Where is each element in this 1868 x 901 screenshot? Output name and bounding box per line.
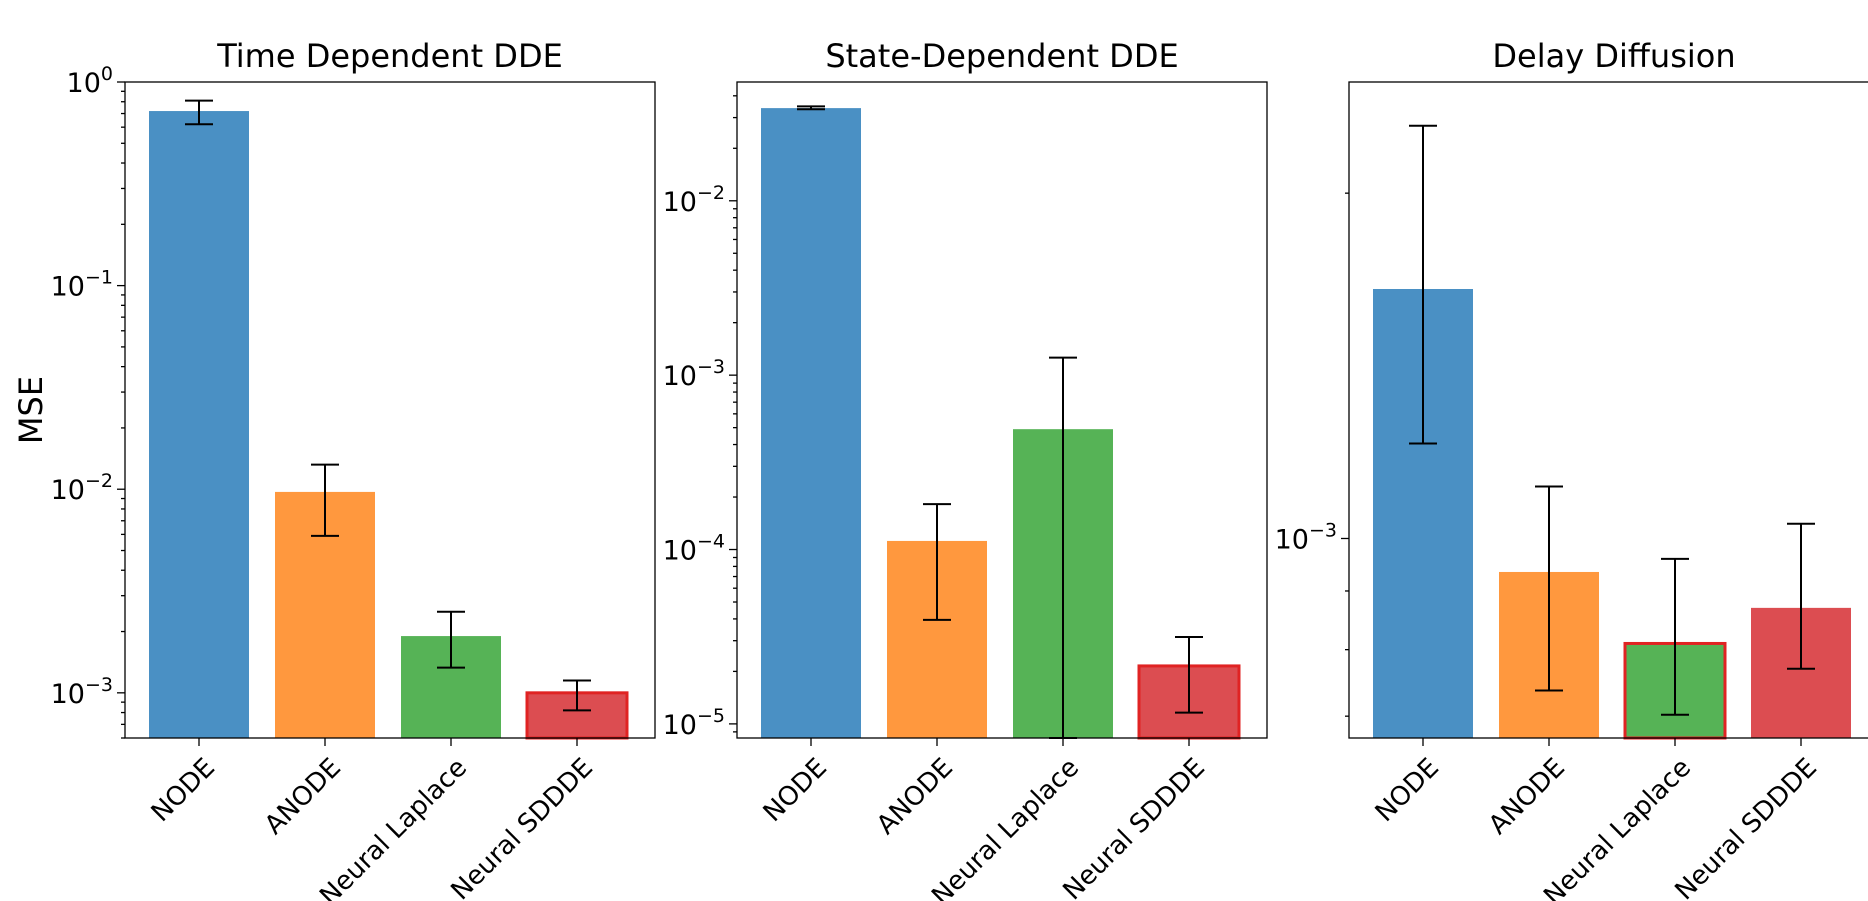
x-tick-label: NODE (146, 753, 221, 828)
plot-frame (736, 81, 1268, 739)
y-tick-label: 10−3 (663, 356, 725, 392)
bar-node (761, 108, 861, 739)
y-tick-exponent: −5 (697, 705, 725, 727)
y-tick-exponent: −2 (697, 182, 725, 204)
y-tick-base: 10 (663, 361, 697, 392)
panel-title: Delay Diffusion (1492, 37, 1735, 75)
y-tick-exponent: −1 (85, 267, 113, 289)
y-axis-label: MSE (12, 376, 50, 444)
x-tick-label: NODE (1370, 753, 1445, 828)
y-tick-label: 10−3 (1275, 519, 1337, 555)
y-tick-exponent: −3 (697, 356, 725, 378)
y-tick-base: 10 (663, 536, 697, 567)
y-tick-exponent: −2 (85, 470, 113, 492)
bar-node (149, 111, 249, 738)
y-tick-exponent: −4 (697, 531, 725, 553)
y-tick-label: 10−2 (51, 470, 113, 506)
x-tick-label: ANODE (871, 753, 959, 841)
y-tick-label: 10−1 (51, 267, 113, 303)
x-tick-label: NODE (758, 753, 833, 828)
plot-frame (124, 81, 656, 739)
y-tick-label: 10−3 (51, 674, 113, 710)
y-tick-label: 10−2 (663, 182, 725, 218)
y-tick-base: 10 (51, 679, 85, 710)
y-tick-base: 10 (51, 475, 85, 506)
x-tick-label: ANODE (259, 753, 347, 841)
y-tick-exponent: 0 (101, 63, 113, 85)
y-tick-exponent: −3 (85, 674, 113, 696)
y-tick-exponent: −3 (1309, 519, 1337, 541)
plot-frame (1348, 81, 1868, 739)
panel-title: State-Dependent DDE (825, 37, 1178, 75)
y-tick-label: 10−4 (663, 531, 725, 567)
y-tick-label: 10−5 (663, 705, 725, 741)
y-tick-base: 10 (51, 272, 85, 303)
y-tick-base: 10 (67, 68, 101, 99)
panel-title: Time Dependent DDE (216, 37, 563, 75)
y-tick-label: 100 (67, 63, 113, 99)
y-tick-base: 10 (1275, 524, 1309, 555)
x-tick-label: ANODE (1483, 753, 1571, 841)
y-tick-base: 10 (663, 710, 697, 741)
y-tick-base: 10 (663, 187, 697, 218)
